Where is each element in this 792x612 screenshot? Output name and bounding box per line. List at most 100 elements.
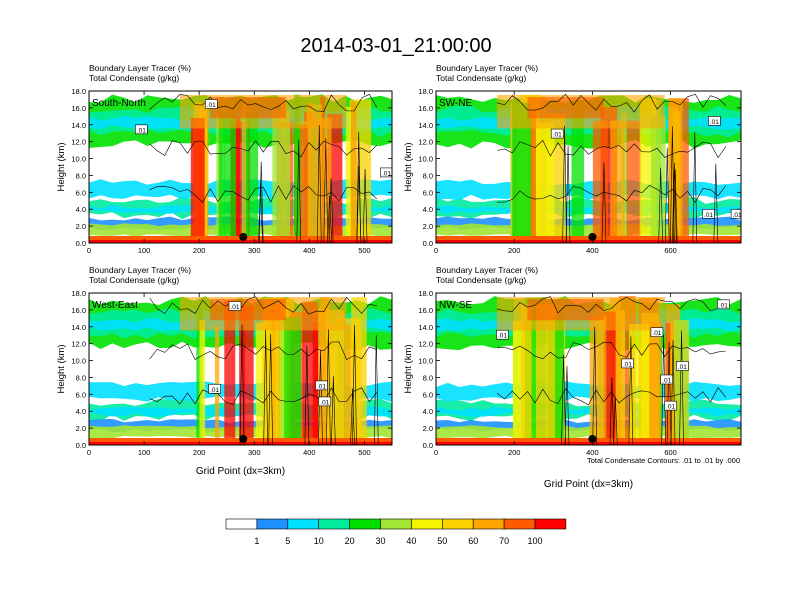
panel-label: SW-NE [439, 98, 472, 109]
contour-label: .01 [230, 304, 239, 311]
panel-subtitle-condensate: Total Condensate (g/kg) [436, 73, 526, 83]
y-tick-label: 14.0 [418, 121, 433, 130]
boundary-layer-core [89, 240, 392, 243]
condensate-contour [564, 365, 570, 445]
contour-label: .01 [710, 119, 719, 126]
x-tick-label: 500 [358, 246, 371, 255]
x-tick-label: 300 [248, 246, 261, 255]
colorbar-label: 70 [499, 536, 509, 546]
contour-label-box [676, 361, 689, 371]
convective-column [245, 111, 259, 243]
y-tick-label: 16.0 [418, 104, 433, 113]
condensate-contour [149, 387, 378, 405]
y-tick-label: 12.0 [418, 138, 433, 147]
y-tick-label: 6.0 [423, 188, 433, 197]
condensate-contour [628, 336, 634, 445]
panel-subtitle-tracer: Boundary Layer Tracer (%) [436, 63, 538, 73]
convective-column [649, 321, 662, 445]
condensate-contour [496, 93, 727, 113]
contour-label: .01 [207, 102, 216, 109]
panel-label: South-North [92, 98, 146, 109]
x-tick-label: 200 [193, 246, 206, 255]
convective-column [528, 109, 537, 243]
y-tick-label: 18.0 [418, 289, 433, 298]
location-marker [239, 435, 248, 443]
convective-column [512, 102, 532, 243]
colorbar-label: 60 [468, 536, 478, 546]
convective-column [190, 118, 205, 243]
convective-column [320, 297, 331, 445]
y-tick-label: 10.0 [418, 357, 433, 366]
y-tick-label: 12.0 [71, 340, 86, 349]
condensate-contour [149, 341, 377, 361]
convective-column [262, 313, 279, 445]
convective-column [535, 303, 556, 445]
x-tick-label: 400 [586, 246, 599, 255]
contour-label-box [496, 329, 509, 340]
contour-label-box [380, 167, 392, 178]
anvil-core [527, 299, 604, 321]
y-axis-label: Height (km) [403, 142, 414, 191]
condensate-contour [561, 354, 566, 445]
convective-column [218, 97, 225, 243]
contour-label: .01 [719, 302, 728, 309]
condensate-contour [327, 195, 332, 243]
panel-sw-ne: Boundary Layer Tracer (%)Total Condensat… [403, 63, 742, 255]
convective-column [673, 319, 690, 445]
convective-column [302, 301, 319, 445]
contour-label-box [315, 380, 328, 391]
condensate-contour [268, 334, 273, 445]
panel-field: .01 .01 .01 .01 .01 .01 .01 [436, 293, 741, 445]
y-tick-label: 16.0 [418, 306, 433, 315]
y-tick-label: 8.0 [76, 373, 86, 382]
panel-subtitle-tracer: Boundary Layer Tracer (%) [89, 265, 191, 275]
y-tick-label: 2.0 [423, 424, 433, 433]
boundary-layer-core [436, 240, 741, 243]
y-tick-label: 16.0 [71, 104, 86, 113]
y-tick-label: 6.0 [76, 188, 86, 197]
condensate-contour [496, 139, 727, 159]
colorbar-label: 5 [285, 536, 290, 546]
x-tick-label: 200 [508, 448, 521, 457]
convective-column [224, 102, 237, 243]
contour-label: .01 [652, 330, 661, 337]
panel-frame [88, 90, 393, 244]
panel-subtitle-tracer: Boundary Layer Tracer (%) [89, 63, 191, 73]
panel-subtitle-tracer: Boundary Layer Tracer (%) [436, 265, 538, 275]
figure-title: 2014-03-01_21:00:00 [300, 35, 491, 57]
y-tick-label: 4.0 [423, 407, 433, 416]
colorbar-label: 10 [314, 536, 324, 546]
convective-column [349, 99, 372, 243]
condensate-contour [258, 161, 264, 243]
y-tick-label: 18.0 [71, 87, 86, 96]
convective-column [241, 103, 248, 243]
convective-column [650, 116, 666, 243]
panel-field: .01 .01 .01 .01 [89, 293, 392, 445]
y-tick-label: 8.0 [423, 373, 433, 382]
condensate-contour [316, 125, 322, 243]
condensate-contour [666, 342, 672, 445]
y-tick-label: 0.0 [76, 239, 86, 248]
panel-label: NW-SE [439, 300, 472, 311]
colorbar-swatch [472, 518, 505, 530]
contour-label: .01 [382, 170, 391, 177]
x-axis-label: Grid Point (dx=3km) [196, 466, 285, 477]
colorbar: 1 5 10 20 30 40 50 60 70 100 [225, 518, 567, 546]
contour-label-box [650, 327, 664, 337]
convective-column [629, 324, 650, 445]
y-axis-label: Height (km) [56, 344, 67, 393]
colorbar-swatch [534, 518, 567, 530]
anvil-core [210, 97, 286, 119]
x-tick-label: 100 [138, 448, 151, 457]
y-tick-label: 6.0 [423, 390, 433, 399]
condensate-contour [373, 335, 379, 445]
location-marker [588, 233, 597, 241]
condensate-contour [328, 178, 334, 243]
y-tick-label: 2.0 [76, 222, 86, 231]
condensate-contour [296, 139, 302, 243]
colorbar-label: 50 [437, 536, 447, 546]
condensate-contour [496, 296, 726, 314]
panel-frame [435, 292, 742, 446]
y-tick-label: 4.0 [76, 407, 86, 416]
colorbar-swatch [380, 518, 412, 530]
